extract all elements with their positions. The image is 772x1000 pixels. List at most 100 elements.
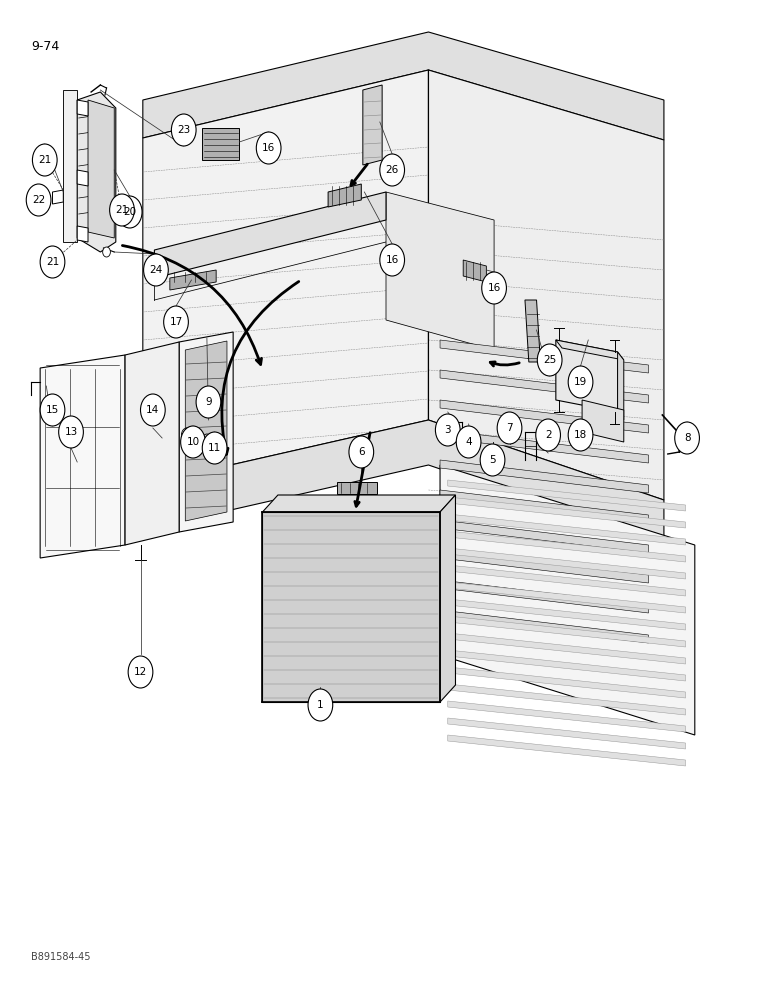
Polygon shape [448, 514, 686, 545]
Polygon shape [179, 332, 233, 532]
Circle shape [59, 416, 83, 448]
Circle shape [537, 344, 562, 376]
Circle shape [568, 366, 593, 398]
Polygon shape [440, 520, 648, 553]
Polygon shape [448, 480, 686, 511]
Circle shape [128, 656, 153, 688]
Text: 19: 19 [574, 377, 587, 387]
Text: 10: 10 [186, 437, 200, 447]
Polygon shape [63, 90, 77, 242]
Text: 7: 7 [506, 423, 513, 433]
Text: 26: 26 [385, 165, 399, 175]
Text: 21: 21 [115, 205, 129, 215]
Circle shape [380, 154, 405, 186]
Polygon shape [77, 100, 88, 116]
Polygon shape [125, 342, 179, 545]
Circle shape [256, 132, 281, 164]
Polygon shape [448, 548, 686, 579]
Text: 6: 6 [358, 447, 364, 457]
Polygon shape [448, 633, 686, 664]
Text: 24: 24 [149, 265, 163, 275]
Polygon shape [143, 70, 428, 485]
Circle shape [435, 414, 460, 446]
Text: 14: 14 [146, 405, 160, 415]
Polygon shape [448, 616, 686, 647]
Circle shape [40, 246, 65, 278]
Text: 1: 1 [317, 700, 323, 710]
Text: 12: 12 [134, 667, 147, 677]
Circle shape [171, 114, 196, 146]
Polygon shape [77, 226, 88, 242]
Polygon shape [440, 495, 455, 702]
Polygon shape [448, 718, 686, 749]
Polygon shape [440, 370, 648, 403]
Polygon shape [448, 701, 686, 732]
Polygon shape [77, 170, 88, 186]
Text: 8: 8 [684, 433, 690, 443]
Text: 21: 21 [46, 257, 59, 267]
Polygon shape [448, 531, 686, 562]
Text: 15: 15 [46, 405, 59, 415]
Circle shape [480, 444, 505, 476]
Circle shape [568, 419, 593, 451]
Circle shape [308, 689, 333, 721]
Polygon shape [88, 100, 114, 238]
Text: 9: 9 [205, 397, 212, 407]
Text: 16: 16 [385, 255, 399, 265]
Polygon shape [154, 192, 386, 278]
Text: 21: 21 [38, 155, 52, 165]
Polygon shape [448, 565, 686, 596]
Polygon shape [386, 192, 494, 350]
Text: 16: 16 [487, 283, 501, 293]
Circle shape [675, 422, 699, 454]
Polygon shape [448, 582, 686, 613]
Text: B891584-45: B891584-45 [31, 952, 90, 962]
Text: 4: 4 [466, 437, 472, 447]
Polygon shape [440, 400, 648, 433]
Polygon shape [556, 340, 618, 412]
Circle shape [40, 394, 65, 426]
Polygon shape [143, 32, 664, 140]
Circle shape [26, 184, 51, 216]
Circle shape [497, 412, 522, 444]
Polygon shape [556, 340, 624, 360]
Polygon shape [143, 420, 664, 545]
Polygon shape [440, 610, 648, 643]
Circle shape [110, 194, 134, 226]
Text: 25: 25 [543, 355, 557, 365]
Text: 9-74: 9-74 [31, 40, 59, 53]
Circle shape [117, 196, 142, 228]
Circle shape [144, 254, 168, 286]
Text: 18: 18 [574, 430, 587, 440]
Text: 3: 3 [445, 425, 451, 435]
Polygon shape [440, 340, 648, 373]
Text: 22: 22 [32, 195, 46, 205]
Text: 20: 20 [123, 207, 137, 217]
Text: 23: 23 [177, 125, 191, 135]
Polygon shape [363, 85, 382, 165]
Circle shape [456, 426, 481, 458]
Polygon shape [440, 550, 648, 583]
Circle shape [32, 144, 57, 176]
Polygon shape [448, 735, 686, 766]
Polygon shape [448, 667, 686, 698]
Circle shape [181, 426, 205, 458]
Polygon shape [77, 92, 116, 252]
Polygon shape [440, 580, 648, 613]
Circle shape [482, 272, 506, 304]
Polygon shape [448, 650, 686, 681]
Text: 16: 16 [262, 143, 276, 153]
Polygon shape [463, 260, 486, 282]
Circle shape [349, 436, 374, 468]
Polygon shape [440, 465, 695, 735]
Text: 17: 17 [169, 317, 183, 327]
Text: 5: 5 [489, 455, 496, 465]
Polygon shape [440, 430, 648, 463]
Polygon shape [448, 497, 686, 528]
Polygon shape [440, 490, 648, 523]
Polygon shape [185, 341, 227, 521]
Circle shape [202, 432, 227, 464]
Text: 11: 11 [208, 443, 222, 453]
Polygon shape [328, 184, 361, 207]
Polygon shape [202, 128, 239, 160]
